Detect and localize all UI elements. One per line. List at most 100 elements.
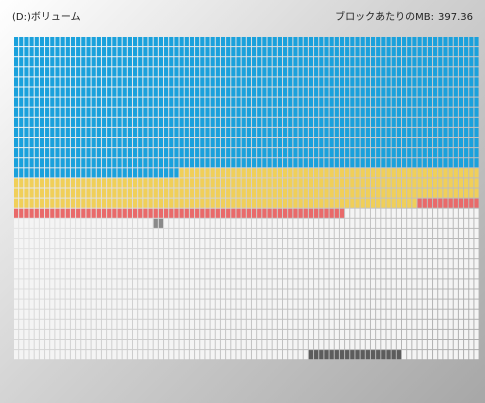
- block-free: [298, 269, 303, 279]
- block-used-blue: [215, 117, 220, 127]
- block-used-blue: [257, 107, 262, 117]
- block-used-blue: [70, 87, 76, 97]
- block-used-blue: [360, 77, 365, 87]
- block-free: [438, 249, 443, 259]
- block-used-blue: [443, 57, 448, 67]
- block-free: [417, 309, 422, 319]
- block-used-blue: [438, 67, 443, 77]
- block-free: [407, 249, 412, 259]
- block-free: [179, 218, 184, 228]
- block-free: [81, 259, 86, 269]
- block-free: [39, 309, 45, 319]
- block-free: [474, 350, 479, 360]
- block-free: [246, 289, 251, 299]
- block-used-blue: [101, 107, 107, 117]
- block-used-blue: [24, 47, 29, 57]
- block-free: [396, 259, 401, 269]
- block-yellow: [45, 178, 50, 188]
- block-yellow: [386, 198, 391, 208]
- block-free: [117, 228, 122, 238]
- block-free: [236, 340, 241, 350]
- block-free: [91, 239, 96, 249]
- block-yellow: [376, 198, 381, 208]
- block-used-blue: [458, 57, 464, 67]
- block-used-blue: [443, 97, 448, 107]
- block-free: [386, 269, 391, 279]
- block-free: [112, 350, 117, 360]
- block-used-blue: [158, 168, 164, 178]
- block-free: [122, 329, 127, 339]
- block-used-blue: [220, 57, 226, 67]
- block-free: [164, 350, 169, 360]
- block-free: [45, 259, 50, 269]
- block-used-blue: [96, 158, 101, 168]
- block-free: [339, 239, 345, 249]
- block-yellow: [376, 168, 381, 178]
- block-free: [293, 319, 298, 329]
- block-free: [236, 299, 241, 309]
- block-free: [329, 218, 334, 228]
- block-free: [355, 269, 360, 279]
- block-used-blue: [205, 148, 210, 158]
- block-free: [101, 309, 107, 319]
- block-free: [91, 279, 96, 289]
- block-used-blue: [417, 117, 422, 127]
- block-free: [324, 319, 329, 329]
- block-used-blue: [45, 107, 50, 117]
- block-free: [293, 340, 298, 350]
- block-used-blue: [272, 67, 277, 77]
- block-used-blue: [164, 87, 169, 97]
- block-free: [453, 279, 458, 289]
- block-used-blue: [164, 37, 169, 47]
- block-used-blue: [96, 47, 101, 57]
- block-used-blue: [339, 148, 345, 158]
- block-free: [91, 350, 96, 360]
- block-used-blue: [60, 97, 65, 107]
- block-free: [391, 239, 396, 249]
- block-used-blue: [272, 127, 277, 137]
- block-used-blue: [138, 47, 143, 57]
- block-used-blue: [433, 37, 438, 47]
- block-free: [122, 218, 127, 228]
- block-used-blue: [427, 138, 433, 148]
- block-free: [241, 218, 246, 228]
- block-free: [39, 279, 45, 289]
- block-used-blue: [39, 117, 45, 127]
- block-free: [86, 228, 91, 238]
- block-used-blue: [272, 117, 277, 127]
- block-used-blue: [236, 37, 241, 47]
- block-free: [122, 289, 127, 299]
- block-free: [174, 279, 179, 289]
- block-free: [350, 340, 355, 350]
- block-used-blue: [308, 67, 314, 77]
- block-yellow: [257, 198, 262, 208]
- block-free: [164, 289, 169, 299]
- block-used-blue: [174, 158, 179, 168]
- block-used-blue: [65, 148, 70, 158]
- block-yellow: [293, 188, 298, 198]
- block-free: [179, 239, 184, 249]
- block-free: [355, 329, 360, 339]
- block-free: [174, 239, 179, 249]
- block-free: [107, 340, 112, 350]
- block-free: [329, 329, 334, 339]
- block-used-blue: [19, 77, 24, 87]
- block-used-blue: [334, 107, 339, 117]
- block-used-blue: [101, 47, 107, 57]
- block-free: [164, 299, 169, 309]
- block-free: [396, 218, 401, 228]
- block-free: [355, 299, 360, 309]
- block-free: [396, 239, 401, 249]
- block-free: [29, 329, 34, 339]
- block-free: [220, 289, 226, 299]
- block-yellow: [339, 168, 345, 178]
- block-free: [443, 299, 448, 309]
- block-used-blue: [469, 87, 474, 97]
- block-yellow: [226, 198, 231, 208]
- block-used-blue: [241, 97, 246, 107]
- block-free: [34, 309, 39, 319]
- block-free: [226, 249, 231, 259]
- block-free: [205, 269, 210, 279]
- block-used-blue: [60, 87, 65, 97]
